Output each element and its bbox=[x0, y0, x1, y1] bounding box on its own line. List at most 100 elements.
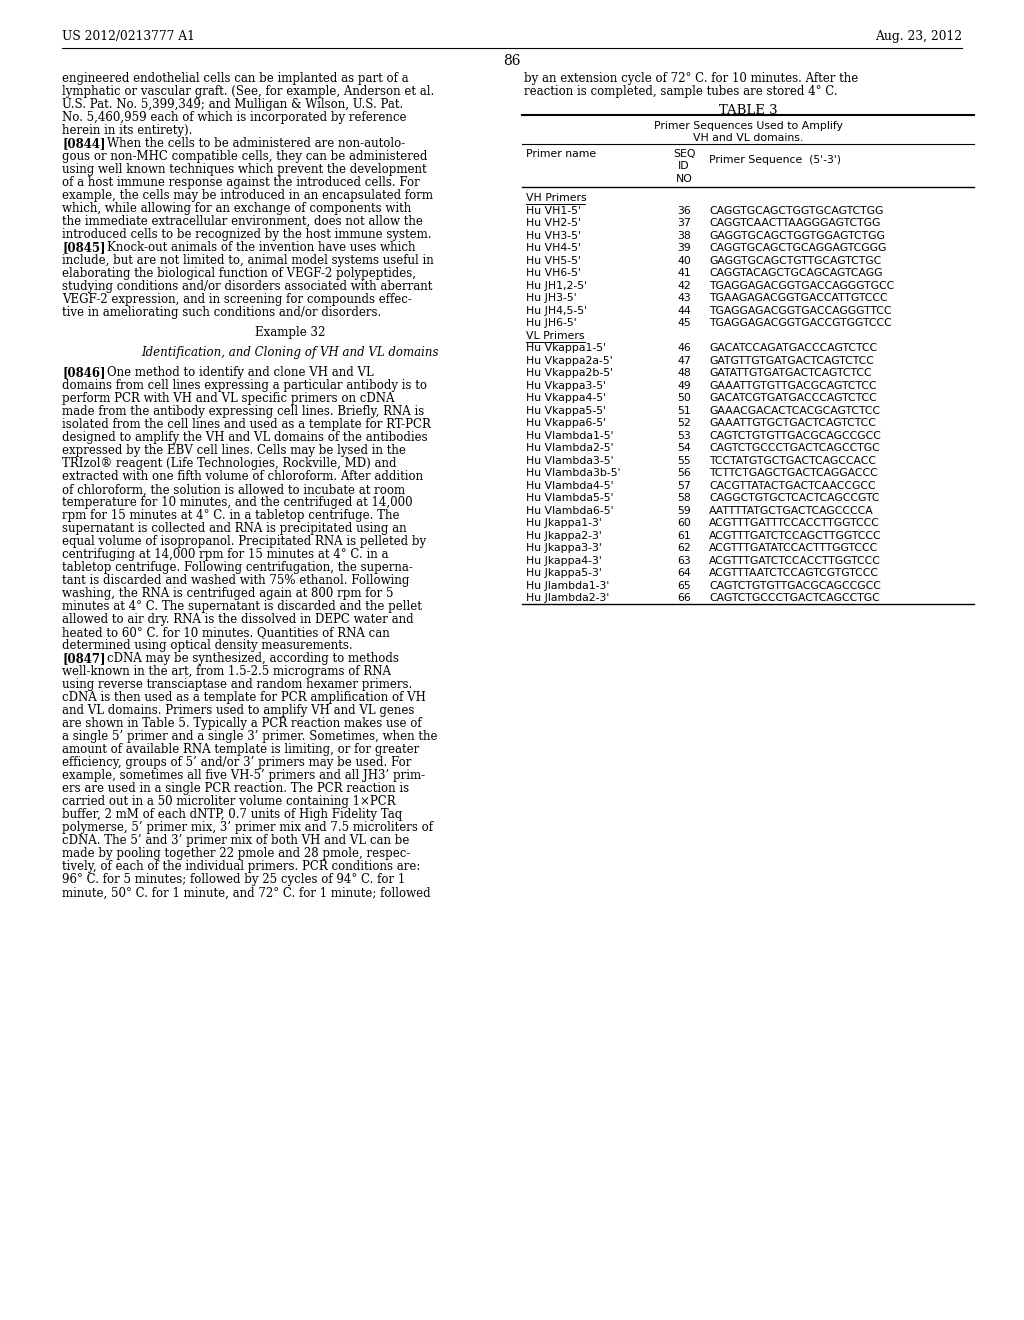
Text: Primer name: Primer name bbox=[526, 149, 596, 158]
Text: of a host immune response against the introduced cells. For: of a host immune response against the in… bbox=[62, 176, 420, 189]
Text: equal volume of isopropanol. Precipitated RNA is pelleted by: equal volume of isopropanol. Precipitate… bbox=[62, 536, 426, 548]
Text: TGAAGAGACGGTGACCATTGTCCC: TGAAGAGACGGTGACCATTGTCCC bbox=[709, 293, 888, 304]
Text: designed to amplify the VH and VL domains of the antibodies: designed to amplify the VH and VL domain… bbox=[62, 432, 428, 445]
Text: include, but are not limited to, animal model systems useful in: include, but are not limited to, animal … bbox=[62, 253, 434, 267]
Text: 42: 42 bbox=[677, 281, 691, 290]
Text: 61: 61 bbox=[677, 531, 691, 541]
Text: Example 32: Example 32 bbox=[255, 326, 326, 339]
Text: are shown in Table 5. Typically a PCR reaction makes use of: are shown in Table 5. Typically a PCR re… bbox=[62, 718, 422, 730]
Text: 53: 53 bbox=[677, 430, 691, 441]
Text: 43: 43 bbox=[677, 293, 691, 304]
Text: U.S. Pat. No. 5,399,349; and Mulligan & Wilson, U.S. Pat.: U.S. Pat. No. 5,399,349; and Mulligan & … bbox=[62, 98, 403, 111]
Text: of chloroform, the solution is allowed to incubate at room: of chloroform, the solution is allowed t… bbox=[62, 483, 406, 496]
Text: GATGTTGTGATGACTCAGTCTCC: GATGTTGTGATGACTCAGTCTCC bbox=[709, 356, 873, 366]
Text: heated to 60° C. for 10 minutes. Quantities of RNA can: heated to 60° C. for 10 minutes. Quantit… bbox=[62, 627, 390, 639]
Text: introduced cells to be recognized by the host immune system.: introduced cells to be recognized by the… bbox=[62, 228, 431, 242]
Text: Hu Vlambda6-5': Hu Vlambda6-5' bbox=[526, 506, 613, 516]
Text: 41: 41 bbox=[677, 268, 691, 279]
Text: VEGF-2 expression, and in screening for compounds effec-: VEGF-2 expression, and in screening for … bbox=[62, 293, 412, 306]
Text: Hu JH4,5-5': Hu JH4,5-5' bbox=[526, 306, 587, 315]
Text: herein in its entirety).: herein in its entirety). bbox=[62, 124, 193, 137]
Text: 40: 40 bbox=[677, 256, 691, 265]
Text: 58: 58 bbox=[677, 494, 691, 503]
Text: [0847]: [0847] bbox=[62, 652, 105, 665]
Text: 36: 36 bbox=[677, 206, 691, 215]
Text: TCCTATGTGCTGACTCAGCCACC: TCCTATGTGCTGACTCAGCCACC bbox=[709, 455, 876, 466]
Text: TCTTCTGAGCTGACTCAGGACCC: TCTTCTGAGCTGACTCAGGACCC bbox=[709, 469, 878, 478]
Text: 63: 63 bbox=[677, 556, 691, 566]
Text: 64: 64 bbox=[677, 569, 691, 578]
Text: temperature for 10 minutes, and the centrifuged at 14,000: temperature for 10 minutes, and the cent… bbox=[62, 496, 413, 510]
Text: 45: 45 bbox=[677, 318, 691, 329]
Text: TABLE 3: TABLE 3 bbox=[719, 104, 777, 117]
Text: extracted with one fifth volume of chloroform. After addition: extracted with one fifth volume of chlor… bbox=[62, 470, 423, 483]
Text: supernatant is collected and RNA is precipitated using an: supernatant is collected and RNA is prec… bbox=[62, 523, 407, 536]
Text: GAAATTGTGTTGACGCAGTCTCC: GAAATTGTGTTGACGCAGTCTCC bbox=[709, 380, 877, 391]
Text: Hu Jkappa1-3': Hu Jkappa1-3' bbox=[526, 519, 602, 528]
Text: Aug. 23, 2012: Aug. 23, 2012 bbox=[874, 30, 962, 44]
Text: CAGTCTGTGTTGACGCAGCCGCC: CAGTCTGTGTTGACGCAGCCGCC bbox=[709, 581, 881, 591]
Text: Knock-out animals of the invention have uses which: Knock-out animals of the invention have … bbox=[92, 242, 416, 253]
Text: washing, the RNA is centrifuged again at 800 rpm for 5: washing, the RNA is centrifuged again at… bbox=[62, 587, 393, 601]
Text: 50: 50 bbox=[677, 393, 691, 404]
Text: 46: 46 bbox=[677, 343, 691, 354]
Text: ACGTTTGATCTCCAGCTTGGTCCC: ACGTTTGATCTCCAGCTTGGTCCC bbox=[709, 531, 882, 541]
Text: 52: 52 bbox=[677, 418, 691, 428]
Text: expressed by the EBV cell lines. Cells may be lysed in the: expressed by the EBV cell lines. Cells m… bbox=[62, 445, 406, 458]
Text: Hu Vkappa4-5': Hu Vkappa4-5' bbox=[526, 393, 606, 404]
Text: made by pooling together 22 pmole and 28 pmole, respec-: made by pooling together 22 pmole and 28… bbox=[62, 847, 411, 861]
Text: Hu Jkappa4-3': Hu Jkappa4-3' bbox=[526, 556, 602, 566]
Text: polymerse, 5’ primer mix, 3’ primer mix and 7.5 microliters of: polymerse, 5’ primer mix, 3’ primer mix … bbox=[62, 821, 433, 834]
Text: AATTTTATGCTGACTCAGCCCCA: AATTTTATGCTGACTCAGCCCCA bbox=[709, 506, 873, 516]
Text: Hu VH2-5': Hu VH2-5' bbox=[526, 218, 581, 228]
Text: ID: ID bbox=[678, 161, 690, 172]
Text: GATATTGTGATGACTCAGTCTCC: GATATTGTGATGACTCAGTCTCC bbox=[709, 368, 871, 379]
Text: cDNA may be synthesized, according to methods: cDNA may be synthesized, according to me… bbox=[92, 652, 399, 665]
Text: VH and VL domains.: VH and VL domains. bbox=[693, 133, 803, 144]
Text: efficiency, groups of 5’ and/or 3’ primers may be used. For: efficiency, groups of 5’ and/or 3’ prime… bbox=[62, 756, 412, 770]
Text: No. 5,460,959 each of which is incorporated by reference: No. 5,460,959 each of which is incorpora… bbox=[62, 111, 407, 124]
Text: TGAGGAGACGGTGACCGTGGTCCC: TGAGGAGACGGTGACCGTGGTCCC bbox=[709, 318, 892, 329]
Text: CAGGCTGTGCTCACTCAGCCGTC: CAGGCTGTGCTCACTCAGCCGTC bbox=[709, 494, 880, 503]
Text: 51: 51 bbox=[677, 405, 691, 416]
Text: One method to identify and clone VH and VL: One method to identify and clone VH and … bbox=[92, 367, 374, 379]
Text: perform PCR with VH and VL specific primers on cDNA: perform PCR with VH and VL specific prim… bbox=[62, 392, 394, 405]
Text: Hu Vkappa1-5': Hu Vkappa1-5' bbox=[526, 343, 606, 354]
Text: isolated from the cell lines and used as a template for RT-PCR: isolated from the cell lines and used as… bbox=[62, 418, 431, 432]
Text: using well known techniques which prevent the development: using well known techniques which preven… bbox=[62, 162, 427, 176]
Text: which, while allowing for an exchange of components with: which, while allowing for an exchange of… bbox=[62, 202, 412, 215]
Text: gous or non-MHC compatible cells, they can be administered: gous or non-MHC compatible cells, they c… bbox=[62, 150, 427, 162]
Text: Hu JH3-5': Hu JH3-5' bbox=[526, 293, 577, 304]
Text: tively, of each of the individual primers. PCR conditions are:: tively, of each of the individual primer… bbox=[62, 861, 421, 874]
Text: Hu Vkappa3-5': Hu Vkappa3-5' bbox=[526, 380, 606, 391]
Text: Hu Jlambda1-3': Hu Jlambda1-3' bbox=[526, 581, 609, 591]
Text: 47: 47 bbox=[677, 356, 691, 366]
Text: Hu Vlambda4-5': Hu Vlambda4-5' bbox=[526, 480, 613, 491]
Text: tabletop centrifuge. Following centrifugation, the superna-: tabletop centrifuge. Following centrifug… bbox=[62, 561, 413, 574]
Text: made from the antibody expressing cell lines. Briefly, RNA is: made from the antibody expressing cell l… bbox=[62, 405, 424, 418]
Text: using reverse transciaptase and random hexamer primers.: using reverse transciaptase and random h… bbox=[62, 678, 413, 692]
Text: elaborating the biological function of VEGF-2 polypeptides,: elaborating the biological function of V… bbox=[62, 267, 416, 280]
Text: Hu VH3-5': Hu VH3-5' bbox=[526, 231, 581, 240]
Text: Hu VH6-5': Hu VH6-5' bbox=[526, 268, 581, 279]
Text: example, the cells may be introduced in an encapsulated form: example, the cells may be introduced in … bbox=[62, 189, 433, 202]
Text: 54: 54 bbox=[677, 444, 691, 453]
Text: Identification, and Cloning of VH and VL domains: Identification, and Cloning of VH and VL… bbox=[141, 346, 438, 359]
Text: 44: 44 bbox=[677, 306, 691, 315]
Text: Primer Sequences Used to Amplify: Primer Sequences Used to Amplify bbox=[653, 121, 843, 131]
Text: CACGTTATACTGACTCAACCGCC: CACGTTATACTGACTCAACCGCC bbox=[709, 480, 876, 491]
Text: GAGGTGCAGCTGTTGCAGTCTGC: GAGGTGCAGCTGTTGCAGTCTGC bbox=[709, 256, 882, 265]
Text: 60: 60 bbox=[677, 519, 691, 528]
Text: reaction is completed, sample tubes are stored 4° C.: reaction is completed, sample tubes are … bbox=[524, 84, 838, 98]
Text: [0844]: [0844] bbox=[62, 137, 105, 150]
Text: Hu Vlambda3b-5': Hu Vlambda3b-5' bbox=[526, 469, 621, 478]
Text: CAGGTACAGCTGCAGCAGTCAGG: CAGGTACAGCTGCAGCAGTCAGG bbox=[709, 268, 883, 279]
Text: VL Primers: VL Primers bbox=[526, 331, 585, 341]
Text: centrifuging at 14,000 rpm for 15 minutes at 4° C. in a: centrifuging at 14,000 rpm for 15 minute… bbox=[62, 548, 388, 561]
Text: by an extension cycle of 72° C. for 10 minutes. After the: by an extension cycle of 72° C. for 10 m… bbox=[524, 73, 858, 84]
Text: CAGGTGCAGCTGCAGGAGTCGGG: CAGGTGCAGCTGCAGGAGTCGGG bbox=[709, 243, 887, 253]
Text: Primer Sequence  (5'-3'): Primer Sequence (5'-3') bbox=[709, 154, 841, 165]
Text: Hu Jlambda2-3': Hu Jlambda2-3' bbox=[526, 593, 609, 603]
Text: CAGTCTGTGTTGACGCAGCCGCC: CAGTCTGTGTTGACGCAGCCGCC bbox=[709, 430, 881, 441]
Text: Hu Jkappa5-3': Hu Jkappa5-3' bbox=[526, 569, 602, 578]
